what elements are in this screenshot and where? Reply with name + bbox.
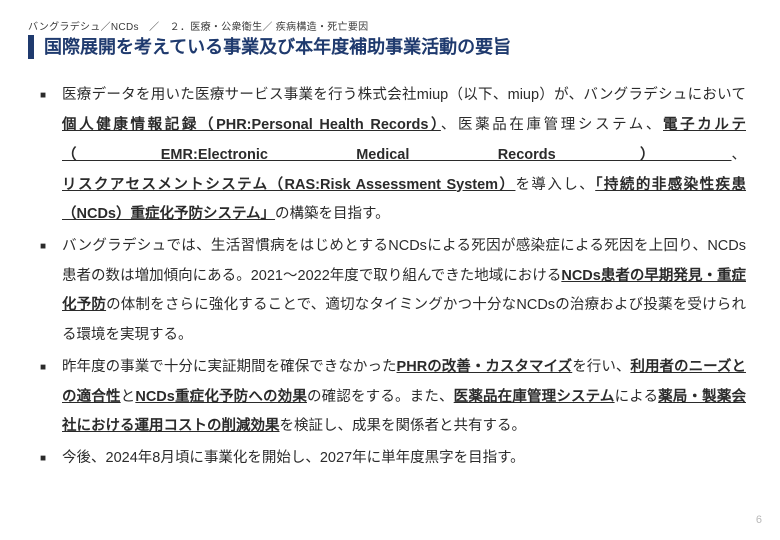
title-row: 国際展開を考えている事業及び本年度補助事業活動の要旨 — [28, 35, 746, 59]
breadcrumb: バングラデシュ／NCDs ／ ２．医療・公衆衛生／ 疾病構造・死亡要因 — [28, 18, 746, 33]
text-segment: 、 — [732, 147, 747, 163]
text-segment: による — [615, 389, 659, 405]
page-number: 6 — [756, 514, 762, 526]
text-segment: と — [121, 389, 136, 405]
text-segment: 今後、2024年8月頃に事業化を開始し、2027年に単年度黒字を目指す。 — [62, 450, 525, 466]
title-accent-bar — [28, 35, 34, 59]
bullet-item: 昨年度の事業で十分に実証期間を確保できなかったPHRの改善・カスタマイズを行い、… — [40, 353, 746, 442]
text-segment: 昨年度の事業で十分に実証期間を確保できなかった — [62, 359, 397, 375]
bullet-item: バングラデシュでは、生活習慣病をはじめとするNCDsによる死因が感染症による死因… — [40, 232, 746, 351]
text-segment: の構築を目指す。 — [275, 206, 390, 222]
bullet-item: 医療データを用いた医療サービス事業を行う株式会社miup（以下、miup）が、バ… — [40, 81, 746, 230]
text-segment: PHRの改善・カスタマイズ — [397, 359, 573, 375]
bullet-item: 今後、2024年8月頃に事業化を開始し、2027年に単年度黒字を目指す。 — [40, 444, 746, 474]
text-segment: 個人健康情報記録（PHR:Personal Health Records） — [62, 117, 441, 133]
text-segment: を検証し、成果を関係者と共有する。 — [280, 418, 527, 434]
text-segment: 、医薬品在庫管理システム、 — [441, 117, 663, 133]
text-segment: の体制をさらに強化することで、適切なタイミングかつ十分なNCDsの治療および投薬… — [62, 297, 746, 343]
bullet-list: 医療データを用いた医療サービス事業を行う株式会社miup（以下、miup）が、バ… — [28, 81, 746, 473]
text-segment: を行い、 — [572, 359, 630, 375]
text-segment: NCDs重症化予防への効果 — [135, 389, 307, 405]
text-segment: を導入し、 — [515, 177, 595, 193]
text-segment: 医薬品在庫管理システム — [454, 389, 615, 405]
text-segment: の確認をする。また、 — [307, 389, 454, 405]
text-segment: 医療データを用いた医療サービス事業を行う株式会社miup（以下、miup）が、バ… — [62, 87, 746, 103]
text-segment: リスクアセスメントシステム（RAS:Risk Assessment System… — [62, 177, 515, 193]
page-title: 国際展開を考えている事業及び本年度補助事業活動の要旨 — [44, 35, 511, 59]
